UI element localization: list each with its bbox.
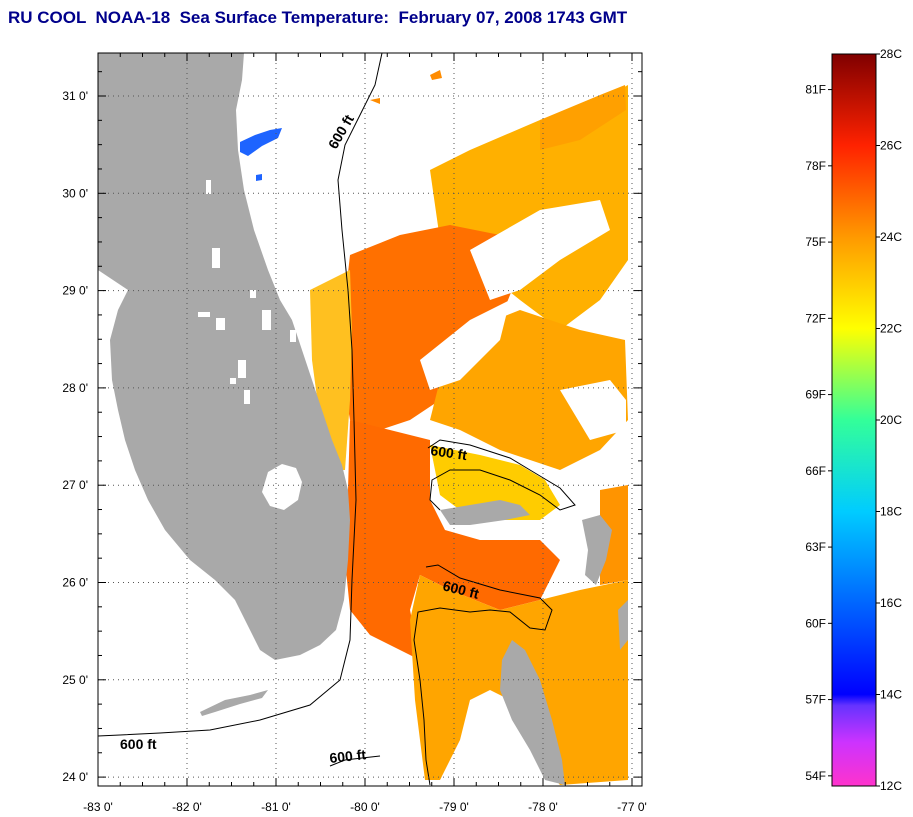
colorbar-fahrenheit-label: 75F <box>805 235 826 249</box>
lat-lon-grid <box>98 53 642 786</box>
contour-line-south <box>329 755 381 767</box>
sst-gulfstream-south <box>345 420 560 660</box>
grand-bahama-island <box>440 500 530 525</box>
latitude-labels: 31 0' 30 0' 29 0' 28 0' 27 0' 26 0' 25 0' 24 0' <box>62 89 88 784</box>
colorbar-fahrenheit-label: 66F <box>805 464 826 478</box>
florida-peninsula <box>98 53 350 660</box>
colorbar-fahrenheit-label: 54F <box>805 769 826 783</box>
colorbar-fahrenheit-label: 63F <box>805 540 826 554</box>
inland-lakes <box>198 180 296 404</box>
longitude-labels: -83 0' -82 0' -81 0' -80 0' -79 0' -78 0' -77 … <box>83 800 647 814</box>
cold-water-patch <box>240 128 282 156</box>
colorbar-fahrenheit-labels: 81F 78F 75F 72F 69F 66F 63F 60F 57F 54F <box>805 83 826 783</box>
contour-label-600ft: 600 ft <box>329 746 367 766</box>
colorbar-fahrenheit-label: 69F <box>805 388 826 402</box>
sst-north-patch <box>540 85 626 150</box>
colorbar-celsius-labels: 28C 26C 24C 22C 20C 18C 16C 14C 12C <box>880 47 902 793</box>
sst-data-layer <box>240 70 628 785</box>
lake-okeechobee <box>262 464 302 510</box>
lat-tick-label: 26 0' <box>62 576 88 590</box>
map-frame <box>97 52 643 787</box>
colorbar-celsius-label: 22C <box>880 322 902 336</box>
florida-keys <box>200 690 268 716</box>
contour-label-600ft: 600 ft <box>430 442 469 463</box>
lat-tick-label: 31 0' <box>62 89 88 103</box>
lat-tick-label: 24 0' <box>62 770 88 784</box>
colorbar-fahrenheit-label: 78F <box>805 159 826 173</box>
colorbar-celsius-label: 16C <box>880 596 902 610</box>
sst-northwest-flecks <box>370 70 442 104</box>
colorbar-fahrenheit-label: 57F <box>805 693 826 707</box>
sst-bahama-bank-north <box>430 445 560 520</box>
abaco-island <box>582 515 612 585</box>
axis-ticks <box>97 53 642 786</box>
cloud-gap <box>470 200 610 300</box>
lon-tick-label: -78 0' <box>528 800 558 814</box>
contour-line-north <box>98 53 383 737</box>
lat-tick-label: 30 0' <box>62 186 88 200</box>
page-title: RU COOL NOAA-18 Sea Surface Temperature:… <box>8 8 628 27</box>
contour-line-bahamas-south <box>413 564 553 786</box>
colorbar-celsius-label: 12C <box>880 779 902 793</box>
colorbar-celsius-label: 14C <box>880 688 902 702</box>
colorbar: 81F 78F 75F 72F 69F 66F 63F 60F 57F 54F 28C 26C 24C… <box>805 47 902 793</box>
sst-central-warm-core <box>340 225 520 430</box>
colorbar-fahrenheit-label: 60F <box>805 616 826 630</box>
colorbar-gradient <box>831 53 877 787</box>
contour-label-600ft: 600 ft <box>120 736 157 752</box>
colorbar-celsius-label: 18C <box>880 505 902 519</box>
map-area <box>98 53 642 786</box>
sst-northeast-band <box>430 85 628 330</box>
colorbar-celsius-label: 26C <box>880 139 902 153</box>
lat-tick-label: 28 0' <box>62 381 88 395</box>
small-cay <box>618 600 628 650</box>
depth-contour-600ft <box>98 53 576 786</box>
lon-tick-label: -82 0' <box>172 800 202 814</box>
land-layer <box>98 53 628 785</box>
colorbar-celsius-label: 28C <box>880 47 902 61</box>
lon-tick-label: -79 0' <box>439 800 469 814</box>
colorbar-celsius-label: 20C <box>880 413 902 427</box>
lat-tick-label: 25 0' <box>62 673 88 687</box>
cold-water-fleck <box>256 174 262 181</box>
lon-tick-label: -83 0' <box>83 800 113 814</box>
colorbar-ticks <box>828 53 880 787</box>
sst-southeast-fringe <box>600 485 628 585</box>
contour-line-bahamas-north <box>427 439 576 511</box>
lat-tick-label: 29 0' <box>62 284 88 298</box>
cloud-gap <box>420 300 510 390</box>
lon-tick-label: -80 0' <box>350 800 380 814</box>
colorbar-celsius-label: 24C <box>880 230 902 244</box>
lat-tick-label: 27 0' <box>62 478 88 492</box>
lon-tick-label: -77 0' <box>617 800 647 814</box>
colorbar-fahrenheit-label: 81F <box>805 83 826 97</box>
cloud-gap <box>560 380 626 440</box>
andros-island <box>500 640 565 785</box>
lon-tick-label: -81 0' <box>261 800 291 814</box>
colorbar-fahrenheit-label: 72F <box>805 311 826 325</box>
